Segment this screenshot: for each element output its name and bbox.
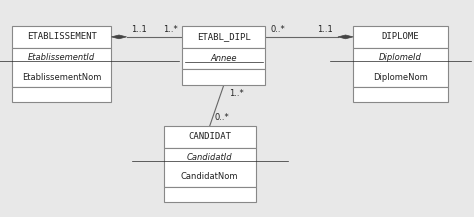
Bar [182,48,265,69]
Text: DiplomeId: DiplomeId [379,53,422,62]
Text: ETABLISSEMENT: ETABLISSEMENT [27,32,97,41]
Text: 1..*: 1..* [228,89,244,98]
Bar [353,48,448,87]
Text: CANDIDAT: CANDIDAT [188,132,231,141]
Text: 1..*: 1..* [163,25,178,34]
Text: Annee: Annee [211,54,237,63]
Text: 0..*: 0..* [214,113,229,122]
Polygon shape [111,35,127,39]
Bar [164,187,256,202]
Polygon shape [338,35,353,39]
Text: CandidatNom: CandidatNom [181,172,238,181]
Text: EtablissementNom: EtablissementNom [22,72,101,82]
Text: CandidatId: CandidatId [187,153,233,162]
Bar [182,69,265,85]
Text: EtablissementId: EtablissementId [28,53,95,62]
Text: 0..*: 0..* [270,25,285,34]
Text: ETABL_DIPL: ETABL_DIPL [197,32,251,41]
Bar [182,26,265,48]
Bar [12,48,111,87]
Bar [12,26,111,48]
Text: DIPLOME: DIPLOME [382,32,419,41]
Bar [353,87,448,102]
Bar [12,87,111,102]
Bar [353,26,448,48]
Bar [164,148,256,187]
Text: DiplomeNom: DiplomeNom [373,72,428,82]
Text: 1..1: 1..1 [318,25,333,34]
Bar [164,126,256,148]
Text: 1..1: 1..1 [131,25,147,34]
